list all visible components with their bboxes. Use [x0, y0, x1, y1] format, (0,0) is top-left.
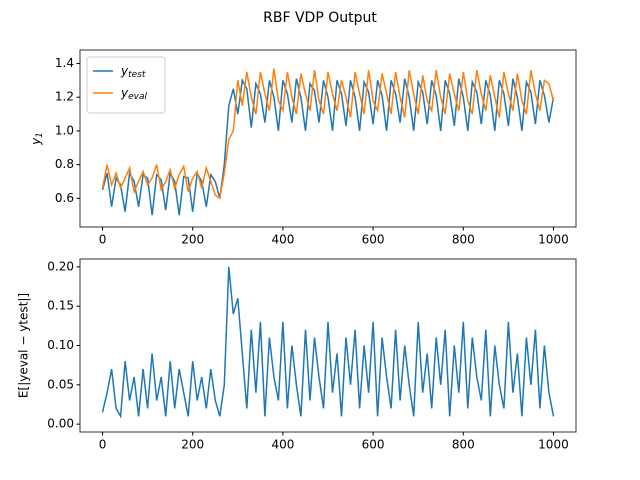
y-tick-label: 0.15 — [47, 299, 74, 313]
legend-label: ytest — [120, 64, 146, 80]
y-tick-label: 0.05 — [47, 377, 74, 391]
x-tick-label: 0 — [99, 438, 107, 452]
x-tick-label: 1000 — [538, 233, 569, 247]
y-tick-label: 1.4 — [55, 56, 74, 70]
x-tick-label: 600 — [362, 233, 385, 247]
x-tick-label: 200 — [181, 233, 204, 247]
axes-frame — [79, 49, 577, 228]
y-tick-label: 1.0 — [55, 123, 74, 137]
x-tick-label: 200 — [181, 438, 204, 452]
y-axis-label: E[|yeval − ytest|] — [17, 293, 31, 398]
y-tick-label: 0.6 — [55, 191, 74, 205]
y-axis-label: y1 — [29, 132, 45, 146]
y-tick-label: 0.10 — [47, 338, 74, 352]
x-tick-label: 0 — [99, 233, 107, 247]
y-tick-label: 1.2 — [55, 90, 74, 104]
y-tick-label: 0.20 — [47, 259, 74, 273]
y-tick-label: 0.00 — [47, 417, 74, 431]
x-tick-label: 600 — [362, 438, 385, 452]
x-tick-label: 400 — [271, 233, 294, 247]
legend-label: yeval — [120, 86, 147, 102]
series-line — [101, 68, 555, 200]
x-tick-label: 800 — [452, 233, 475, 247]
series-line — [101, 266, 555, 419]
y-tick-label: 0.8 — [55, 157, 74, 171]
figure-title: RBF VDP Output — [263, 10, 377, 26]
axes-frame — [79, 258, 577, 433]
x-tick-label: 1000 — [538, 438, 569, 452]
x-tick-label: 800 — [452, 438, 475, 452]
series-line — [101, 77, 555, 216]
x-tick-label: 400 — [271, 438, 294, 452]
